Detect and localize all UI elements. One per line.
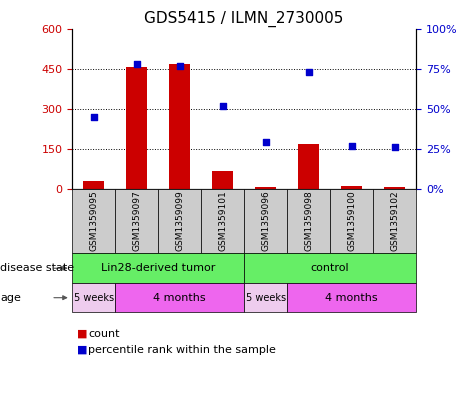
- Text: GSM1359095: GSM1359095: [89, 191, 98, 252]
- Bar: [298, 143, 319, 189]
- Text: 5 weeks: 5 weeks: [246, 293, 286, 303]
- Point: [219, 103, 226, 109]
- Bar: [212, 171, 233, 189]
- Bar: [255, 187, 276, 189]
- Bar: [169, 64, 190, 189]
- Point: [305, 69, 312, 75]
- Point: [348, 143, 355, 149]
- Text: disease state: disease state: [0, 263, 74, 273]
- Text: GSM1359097: GSM1359097: [132, 191, 141, 252]
- Point: [90, 114, 97, 120]
- Point: [391, 144, 399, 151]
- Text: GSM1359096: GSM1359096: [261, 191, 270, 252]
- Text: 4 months: 4 months: [326, 293, 378, 303]
- Text: ■: ■: [77, 329, 87, 339]
- Text: GSM1359098: GSM1359098: [304, 191, 313, 252]
- Bar: [341, 186, 362, 189]
- Text: GSM1359101: GSM1359101: [218, 191, 227, 252]
- Text: percentile rank within the sample: percentile rank within the sample: [88, 345, 276, 355]
- Point: [262, 140, 269, 146]
- Title: GDS5415 / ILMN_2730005: GDS5415 / ILMN_2730005: [145, 11, 344, 27]
- Point: [133, 61, 140, 68]
- Text: age: age: [0, 293, 21, 303]
- Text: ■: ■: [77, 345, 87, 355]
- Text: 5 weeks: 5 weeks: [73, 293, 113, 303]
- Bar: [384, 187, 405, 189]
- Text: Lin28-derived tumor: Lin28-derived tumor: [101, 263, 215, 273]
- Text: GSM1359099: GSM1359099: [175, 191, 184, 252]
- Text: count: count: [88, 329, 120, 339]
- Text: GSM1359100: GSM1359100: [347, 191, 356, 252]
- Text: 4 months: 4 months: [153, 293, 206, 303]
- Bar: [83, 181, 104, 189]
- Text: control: control: [311, 263, 350, 273]
- Point: [176, 63, 183, 69]
- Text: GSM1359102: GSM1359102: [390, 191, 399, 252]
- Bar: [126, 66, 147, 189]
